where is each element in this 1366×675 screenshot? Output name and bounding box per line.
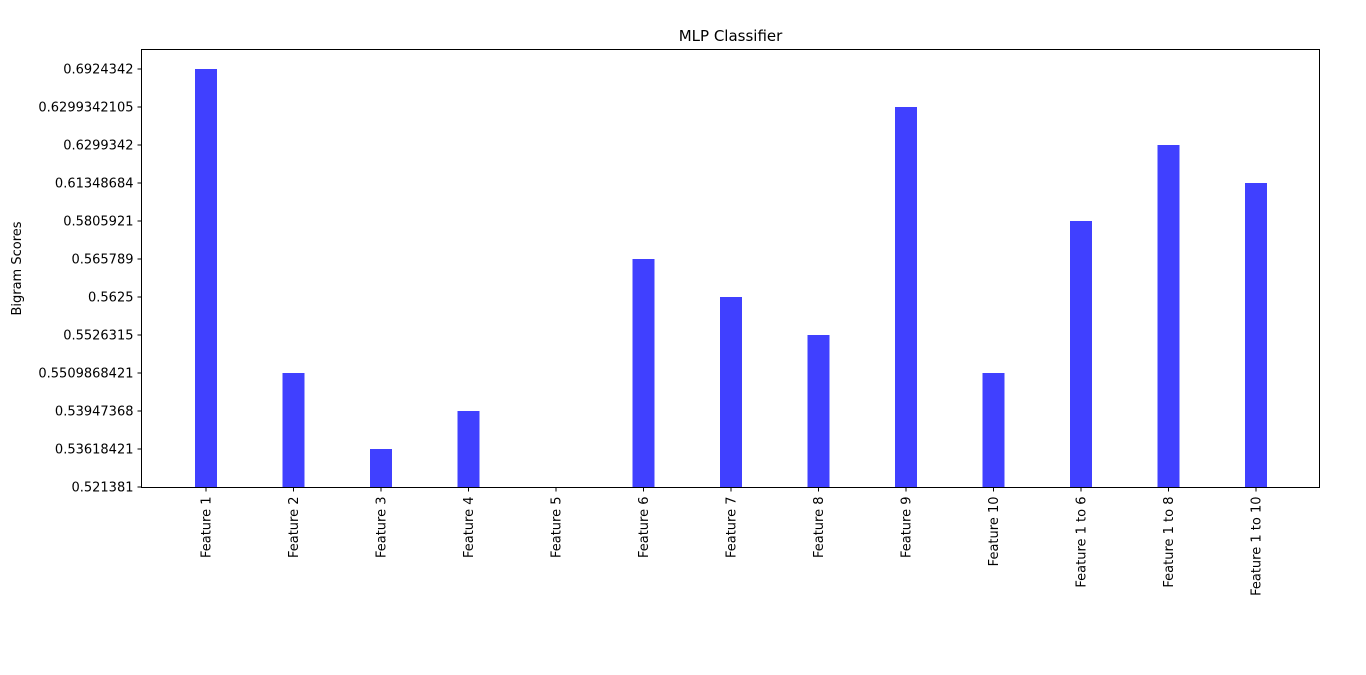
- plot-area-frame: [141, 49, 1320, 488]
- bar-feature-3: [370, 449, 392, 487]
- bar-feature-1-to-8: [1157, 145, 1180, 487]
- y-tick-label: 0.61348684: [55, 177, 134, 192]
- x-tick-label: Feature 1 to 8: [1162, 497, 1177, 588]
- bar-feature-4: [457, 411, 480, 487]
- y-axis-ticks: 0.521381 0.53618421 0.53947368 0.5509868421…: [38, 63, 142, 496]
- bar-feature-9: [895, 107, 917, 487]
- y-tick-label: 0.565789: [71, 253, 133, 268]
- y-tick-label: 0.521381: [71, 481, 133, 496]
- bars-group: [195, 69, 1267, 487]
- x-tick-label: Feature 4: [462, 497, 477, 559]
- y-tick-label: 0.5509868421: [38, 367, 133, 382]
- y-tick-label: 0.5805921: [63, 215, 133, 230]
- bar-feature-2: [282, 373, 305, 487]
- x-tick-label: Feature 1 to 10: [1250, 497, 1265, 596]
- x-tick-label: Feature 2: [287, 497, 302, 559]
- x-tick-label: Feature 10: [987, 497, 1002, 567]
- x-axis-ticks: Feature 1 Feature 2 Feature 3 Feature 4 Feat…: [200, 487, 1265, 596]
- bar-feature-8: [807, 335, 830, 487]
- x-tick-label: Feature 5: [550, 497, 565, 559]
- bar-feature-1-to-10: [1245, 183, 1267, 487]
- chart-title: MLP Classifier: [679, 27, 783, 45]
- y-tick-label: 0.5625: [88, 291, 134, 306]
- y-axis-label: Bigram Scores: [10, 221, 25, 315]
- x-tick-label: Feature 7: [725, 497, 740, 559]
- bar-feature-6: [632, 259, 655, 487]
- x-tick-label: Feature 3: [375, 497, 390, 559]
- x-tick-label: Feature 1: [200, 497, 215, 559]
- y-tick-label: 0.6299342105: [38, 101, 133, 116]
- x-tick-label: Feature 6: [637, 497, 652, 559]
- y-tick-label: 0.5526315: [63, 329, 133, 344]
- x-tick-label: Feature 1 to 6: [1075, 497, 1090, 588]
- bar-feature-7: [720, 297, 742, 487]
- y-tick-label: 0.6924342: [63, 63, 133, 78]
- bar-feature-1-to-6: [1070, 221, 1092, 487]
- y-tick-label: 0.53618421: [55, 443, 134, 458]
- bar-feature-10: [982, 373, 1005, 487]
- x-tick-label: Feature 9: [900, 497, 915, 559]
- x-tick-label: Feature 8: [812, 497, 827, 559]
- y-tick-label: 0.6299342: [63, 139, 133, 154]
- y-tick-label: 0.53947368: [55, 405, 134, 420]
- bar-feature-1: [195, 69, 217, 487]
